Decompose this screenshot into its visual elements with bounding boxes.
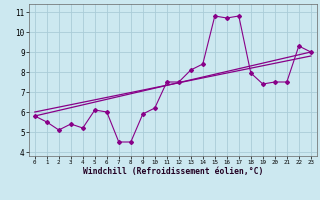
X-axis label: Windchill (Refroidissement éolien,°C): Windchill (Refroidissement éolien,°C): [83, 167, 263, 176]
